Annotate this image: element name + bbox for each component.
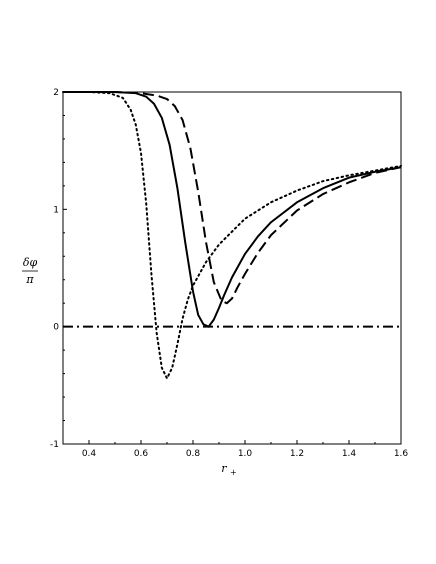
x-axis-label: r + [221, 462, 236, 477]
series-line-dashed [63, 91, 402, 305]
ticks-layer: 0.4 0.6 0.8 1.0 1.2 1.4 1.6 -1 0 1 2 [50, 88, 408, 459]
y-tick-label: 0 [53, 323, 59, 333]
x-tick-label: 1.0 [238, 449, 253, 459]
y-axis-label-numerator: δφ [23, 256, 38, 269]
x-tick-label: 1.4 [342, 449, 357, 459]
series-line-dotted [62, 91, 402, 380]
x-axis-label-main: r [221, 462, 227, 475]
x-tick-label: 0.8 [186, 449, 201, 459]
y-tick-label: -1 [50, 440, 59, 450]
y-tick-label: 1 [53, 205, 59, 215]
plot-frame [62, 91, 402, 445]
x-tick-label: 1.6 [394, 449, 409, 459]
x-tick-label: 0.4 [82, 449, 97, 459]
x-tick-label: 1.2 [290, 449, 304, 459]
y-axis-label: δφ π [22, 256, 38, 286]
x-tick-label: 0.6 [134, 449, 149, 459]
series-layer [62, 91, 402, 380]
series-line-solid [63, 91, 402, 328]
x-axis-label-subscript: + [230, 468, 237, 477]
y-axis-label-denominator: π [25, 273, 34, 286]
y-tick-label: 2 [53, 88, 59, 98]
